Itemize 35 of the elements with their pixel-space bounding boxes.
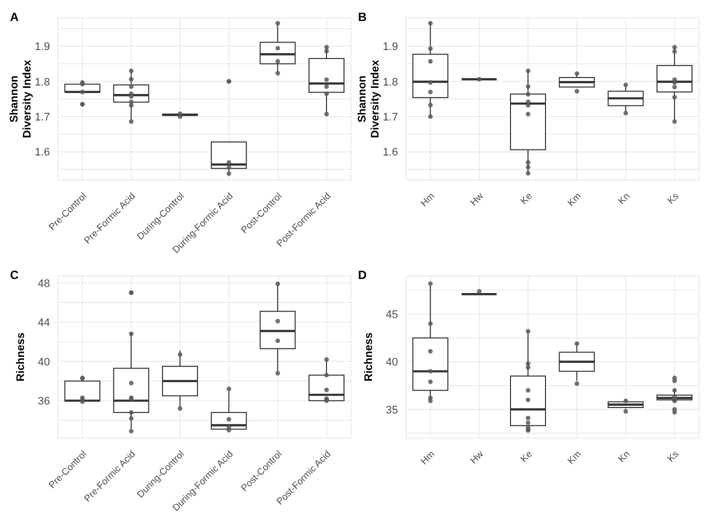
x-tick-label: Ks <box>666 190 682 206</box>
chart-title: C <box>10 268 19 282</box>
y-axis-title: Shannon Diversity Index <box>356 58 382 138</box>
chart-title: B <box>358 10 367 24</box>
y-tick-label: 1.8 <box>382 76 398 88</box>
x-tick-label: Hw <box>468 190 486 208</box>
x-tick-label: Ke <box>518 448 535 465</box>
y-tick-label: 40 <box>386 356 398 369</box>
y-tick-label: 1.6 <box>34 146 50 159</box>
y-tick-label: 35 <box>386 404 398 416</box>
y-tick-label: 40 <box>38 356 50 368</box>
chart-title: A <box>10 10 19 24</box>
y-tick-label: 44 <box>38 317 50 330</box>
x-tick-label: Kn <box>616 190 632 207</box>
x-tick-label: Hm <box>418 448 438 468</box>
chart-title: D <box>358 268 367 282</box>
x-tick-label: Hw <box>468 448 486 466</box>
y-axis-title: Richness <box>15 332 27 382</box>
x-tick-label: Km <box>566 448 584 467</box>
y-tick-label: 1.8 <box>34 76 50 88</box>
y-tick-label: 45 <box>386 309 398 322</box>
y-axis-title: Shannon Diversity Index <box>8 58 34 138</box>
y-tick-label: 36 <box>38 396 50 408</box>
y-axis-title: Richness <box>363 332 375 382</box>
y-tick-label: 1.9 <box>382 41 398 54</box>
y-tick-label: 1.7 <box>382 112 398 124</box>
x-tick-label: Ke <box>518 190 535 207</box>
x-tick-label: Ks <box>666 448 682 464</box>
y-tick-label: 48 <box>38 278 50 290</box>
y-tick-label: 1.7 <box>34 112 50 124</box>
y-tick-label: 1.9 <box>34 41 50 54</box>
y-tick-label: 1.6 <box>382 146 398 159</box>
x-tick-label: Km <box>566 190 584 209</box>
x-tick-label: Kn <box>616 448 632 465</box>
x-tick-label: Hm <box>418 190 438 210</box>
